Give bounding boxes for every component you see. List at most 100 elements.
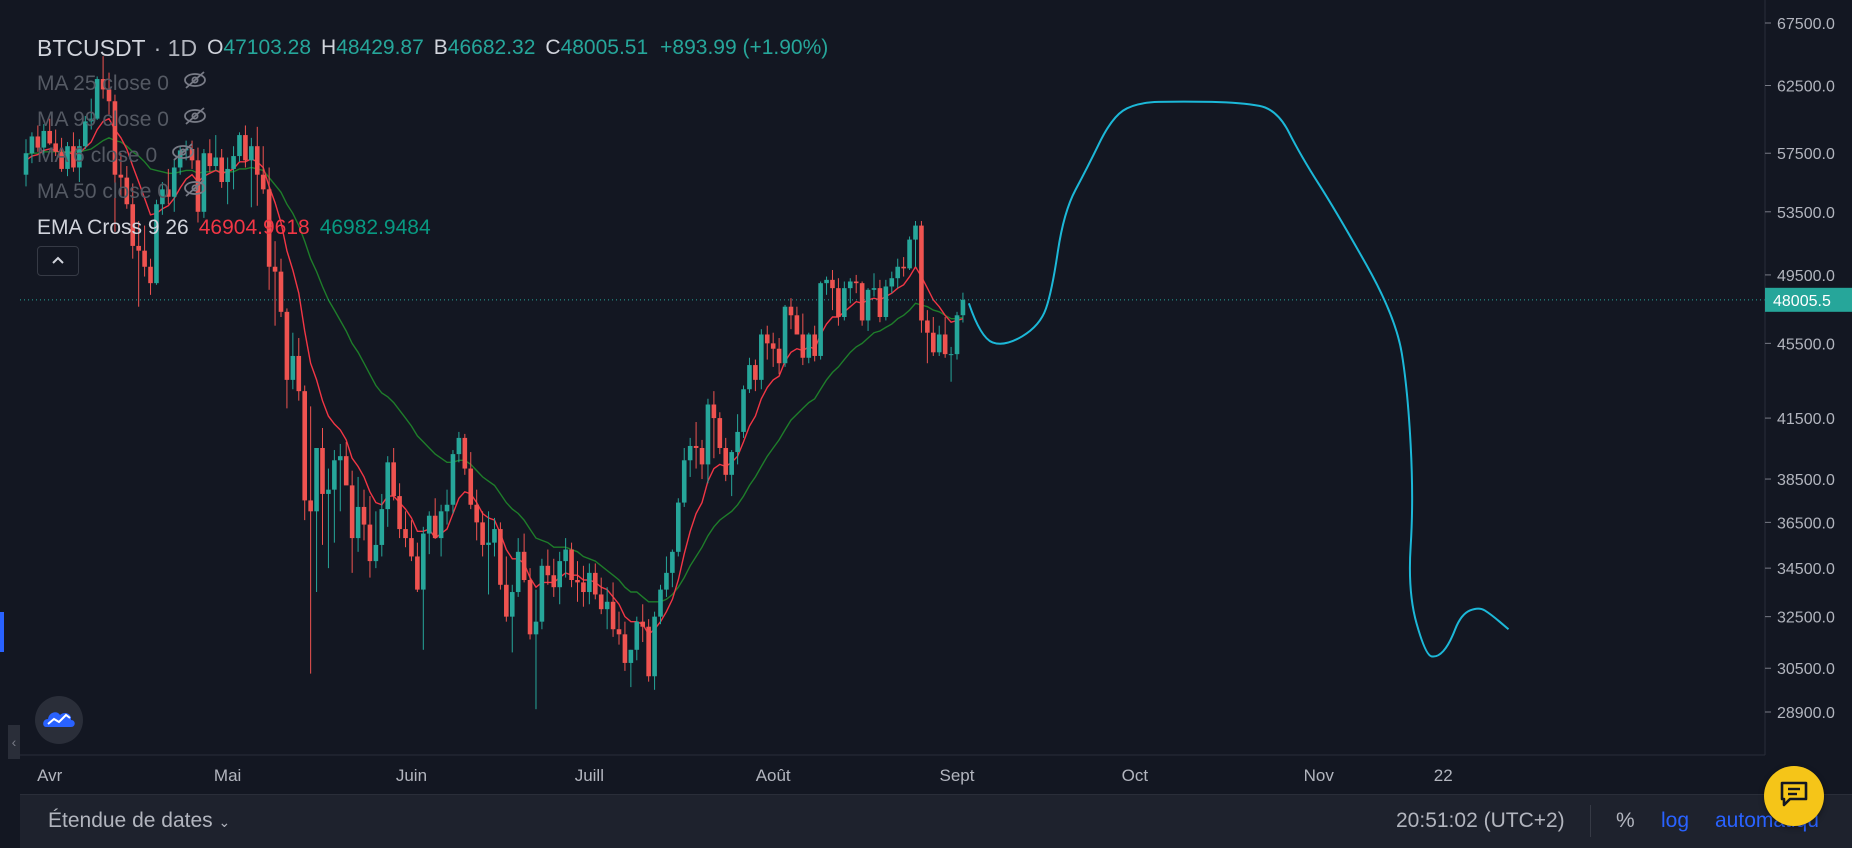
- candle-body: [337, 456, 343, 461]
- symbol-row: BTCUSDT · 1D O 47103.28 H 48429.87 B 46682.…: [37, 30, 828, 66]
- indicator-row-ma6[interactable]: MA 6 close 0: [37, 138, 828, 174]
- clock-readout[interactable]: 20:51:02 (UTC+2): [1396, 809, 1565, 832]
- candle-body: [877, 288, 883, 318]
- candle-body: [124, 177, 130, 205]
- indicator-row-ma99[interactable]: MA 99 close 0: [37, 102, 828, 138]
- price-tick-label: 62500.0: [1777, 79, 1835, 96]
- eye-hidden-icon[interactable]: [171, 138, 195, 174]
- price-tick-label: 36500.0: [1777, 515, 1835, 532]
- candle-body: [676, 502, 681, 552]
- candle: [302, 385, 308, 521]
- eye-hidden-icon[interactable]: [183, 174, 207, 210]
- candle: [545, 549, 551, 585]
- chevron-down-icon: ⌄: [218, 814, 231, 830]
- price-tick-label: 28900.0: [1777, 705, 1835, 722]
- candle: [948, 346, 954, 382]
- candle-body: [94, 79, 100, 119]
- candle: [770, 332, 776, 367]
- candle: [166, 168, 171, 205]
- candle: [498, 522, 503, 590]
- candle-body: [889, 278, 895, 287]
- tradingview-logo[interactable]: [35, 696, 83, 744]
- date-range-label: Étendue de dates: [48, 809, 213, 832]
- candle-body: [871, 288, 877, 290]
- candle: [764, 325, 770, 360]
- percent-toggle[interactable]: %: [1616, 809, 1635, 832]
- candle-body: [830, 279, 835, 289]
- candle: [142, 225, 147, 277]
- date-range-dropdown[interactable]: Étendue de dates ⌄: [48, 809, 230, 833]
- eye-hidden-icon[interactable]: [183, 102, 207, 138]
- candle-body: [652, 616, 657, 677]
- candle-body: [557, 561, 562, 588]
- candle-body: [177, 150, 183, 168]
- candle-body: [847, 281, 853, 289]
- time-axis: Avr Mai Juin Juill Août Sept Oct Nov 22: [20, 754, 1852, 795]
- candle: [332, 450, 337, 543]
- candle-body: [308, 500, 313, 512]
- indicator-row-ema-cross[interactable]: EMA Cross 9 26 46904.9618 46982.9484: [37, 210, 828, 246]
- interval-label[interactable]: · 1D: [153, 35, 198, 61]
- candle-body: [741, 389, 746, 432]
- candle-body: [545, 565, 551, 576]
- candle: [759, 329, 764, 390]
- candle-body: [498, 529, 503, 585]
- price-tick-label: 67500.0: [1777, 16, 1835, 33]
- candle-body: [65, 146, 70, 169]
- candle: [515, 538, 521, 597]
- collapse-legend-button[interactable]: [37, 246, 79, 276]
- candle-body: [409, 538, 414, 557]
- candle-body: [853, 281, 859, 284]
- time-axis-bg: [20, 755, 1852, 795]
- collapse-left-panel-button[interactable]: ‹: [8, 725, 20, 759]
- candle-body: [551, 575, 557, 588]
- candle-body: [598, 594, 604, 610]
- candle: [106, 72, 112, 115]
- candle: [35, 125, 41, 152]
- candle: [118, 153, 124, 197]
- candle: [509, 584, 515, 653]
- candle: [551, 558, 557, 597]
- candle-body: [936, 334, 942, 353]
- candle: [237, 132, 242, 162]
- candle: [521, 533, 527, 583]
- candle: [604, 587, 610, 630]
- candle: [871, 273, 877, 297]
- chat-button[interactable]: [1764, 766, 1824, 826]
- candle: [243, 125, 248, 168]
- candle: [812, 325, 817, 362]
- candle: [717, 412, 723, 455]
- candle: [806, 332, 812, 364]
- candle: [83, 115, 88, 150]
- time-tick-label: Oct: [1122, 766, 1149, 785]
- candle: [794, 306, 800, 335]
- candle: [658, 584, 663, 625]
- current-price-tag: [1765, 287, 1852, 312]
- chat-icon: [1779, 780, 1809, 813]
- candle: [397, 483, 402, 539]
- candle: [88, 98, 94, 130]
- eye-hidden-icon[interactable]: [183, 66, 207, 102]
- candle: [676, 498, 681, 557]
- candle-body: [818, 283, 823, 356]
- candle-body: [954, 315, 960, 355]
- candle-body: [35, 136, 41, 148]
- log-toggle[interactable]: log: [1661, 809, 1690, 832]
- symbol-name[interactable]: BTCUSDT: [37, 35, 146, 61]
- candle: [741, 385, 746, 438]
- indicator-row-ma50[interactable]: MA 50 close 0: [37, 174, 828, 210]
- candle-body: [254, 146, 260, 175]
- candle-body: [88, 118, 94, 122]
- price-tick-label: 45500.0: [1777, 336, 1835, 353]
- candle: [913, 220, 918, 267]
- candle-body: [735, 431, 740, 453]
- indicator-label: MA 25 close 0: [37, 72, 169, 95]
- indicator-row-ma25[interactable]: MA 25 close 0: [37, 66, 828, 102]
- candle-body: [249, 146, 254, 161]
- candle: [699, 439, 705, 480]
- side-active-tab[interactable]: [0, 612, 4, 652]
- candle: [954, 311, 960, 360]
- candle: [901, 257, 906, 277]
- candle-body: [100, 79, 106, 90]
